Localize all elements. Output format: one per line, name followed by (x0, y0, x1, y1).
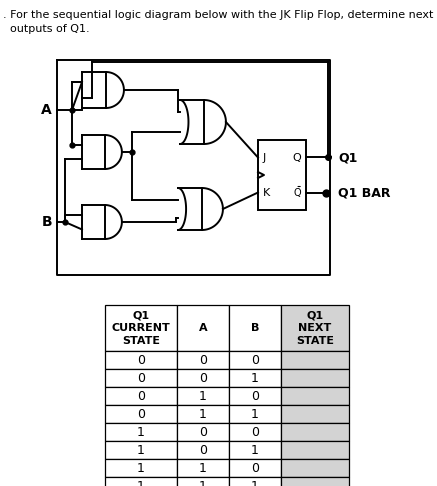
FancyBboxPatch shape (229, 387, 281, 405)
Text: . For the sequential logic diagram below with the JK Flip Flop, determine next s: . For the sequential logic diagram below… (3, 10, 437, 20)
FancyBboxPatch shape (229, 369, 281, 387)
FancyBboxPatch shape (229, 405, 281, 423)
Text: STATE: STATE (122, 336, 160, 346)
FancyBboxPatch shape (258, 140, 306, 210)
Text: 0: 0 (137, 389, 145, 402)
Text: 1: 1 (199, 462, 207, 474)
Text: B: B (251, 323, 259, 333)
Text: 0: 0 (137, 353, 145, 366)
Text: outputs of Q1.: outputs of Q1. (3, 24, 90, 34)
FancyBboxPatch shape (105, 305, 177, 351)
Text: 1: 1 (137, 444, 145, 456)
FancyBboxPatch shape (281, 387, 349, 405)
FancyBboxPatch shape (177, 441, 229, 459)
Text: 1: 1 (251, 407, 259, 420)
Text: 1: 1 (199, 480, 207, 486)
FancyBboxPatch shape (177, 405, 229, 423)
FancyBboxPatch shape (105, 441, 177, 459)
FancyBboxPatch shape (281, 477, 349, 486)
FancyBboxPatch shape (177, 423, 229, 441)
Text: 1: 1 (251, 480, 259, 486)
Text: Q: Q (293, 188, 301, 197)
Text: CURRENT: CURRENT (111, 323, 170, 333)
Text: 1: 1 (137, 426, 145, 438)
FancyBboxPatch shape (177, 305, 229, 351)
Text: 1: 1 (251, 371, 259, 384)
Text: 1: 1 (137, 462, 145, 474)
FancyBboxPatch shape (105, 477, 177, 486)
Text: 0: 0 (199, 371, 207, 384)
Text: K: K (263, 188, 270, 197)
Text: 0: 0 (199, 444, 207, 456)
FancyBboxPatch shape (281, 351, 349, 369)
Text: A: A (199, 323, 207, 333)
Text: 0: 0 (251, 462, 259, 474)
FancyBboxPatch shape (177, 369, 229, 387)
Text: Q1: Q1 (338, 151, 357, 164)
FancyBboxPatch shape (281, 441, 349, 459)
FancyBboxPatch shape (229, 477, 281, 486)
FancyBboxPatch shape (177, 387, 229, 405)
Text: Q1: Q1 (306, 310, 323, 320)
FancyBboxPatch shape (281, 405, 349, 423)
FancyBboxPatch shape (229, 351, 281, 369)
FancyBboxPatch shape (105, 387, 177, 405)
FancyBboxPatch shape (281, 305, 349, 351)
Text: A: A (41, 103, 52, 117)
FancyBboxPatch shape (105, 351, 177, 369)
Text: 0: 0 (137, 407, 145, 420)
Text: 1: 1 (137, 480, 145, 486)
FancyBboxPatch shape (281, 369, 349, 387)
FancyBboxPatch shape (105, 459, 177, 477)
FancyBboxPatch shape (177, 477, 229, 486)
FancyBboxPatch shape (229, 441, 281, 459)
Text: 0: 0 (199, 426, 207, 438)
FancyBboxPatch shape (105, 405, 177, 423)
Text: J: J (263, 153, 266, 162)
Text: Q: Q (292, 153, 301, 162)
Text: 0: 0 (199, 353, 207, 366)
Text: 1: 1 (251, 444, 259, 456)
Text: B: B (42, 215, 52, 229)
FancyBboxPatch shape (105, 423, 177, 441)
FancyBboxPatch shape (229, 305, 281, 351)
FancyBboxPatch shape (229, 423, 281, 441)
Text: Q1: Q1 (132, 310, 149, 320)
Text: STATE: STATE (296, 336, 334, 346)
Text: NEXT: NEXT (298, 323, 332, 333)
FancyBboxPatch shape (177, 351, 229, 369)
Text: 0: 0 (137, 371, 145, 384)
FancyBboxPatch shape (105, 369, 177, 387)
Text: 1: 1 (199, 407, 207, 420)
FancyBboxPatch shape (281, 423, 349, 441)
FancyBboxPatch shape (229, 459, 281, 477)
Text: 0: 0 (251, 353, 259, 366)
Text: 1: 1 (199, 389, 207, 402)
FancyBboxPatch shape (177, 459, 229, 477)
FancyBboxPatch shape (281, 459, 349, 477)
Text: 0: 0 (251, 389, 259, 402)
Text: 0: 0 (251, 426, 259, 438)
Text: Q1 BAR: Q1 BAR (338, 186, 391, 199)
